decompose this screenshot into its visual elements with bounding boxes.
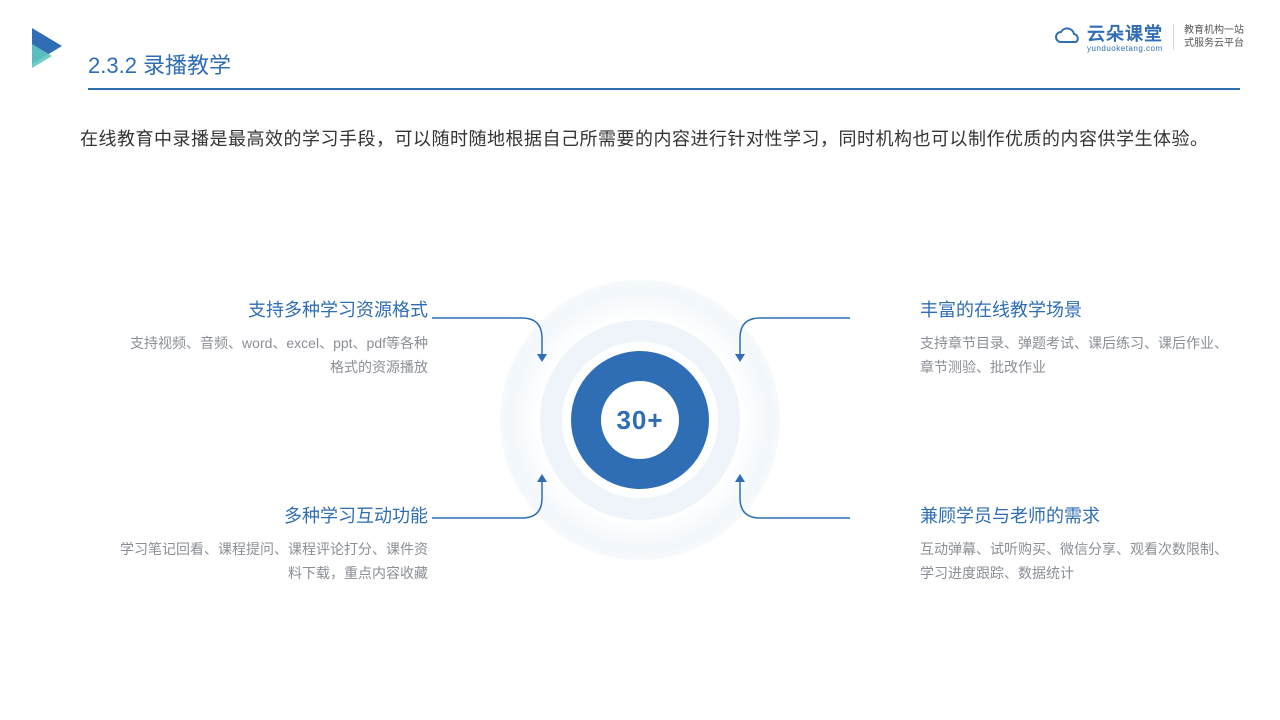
brand-tagline: 教育机构一站 式服务云平台: [1184, 24, 1244, 50]
feature-top-right: 丰富的在线教学场景 支持章节目录、弹题考试、课后练习、课后作业、章节测验、批改作…: [920, 296, 1230, 380]
heading-underline: [88, 88, 1240, 90]
feature-desc: 学习笔记回看、课程提问、课程评论打分、课件资料下载，重点内容收藏: [118, 538, 428, 586]
feature-desc: 支持章节目录、弹题考试、课后练习、课后作业、章节测验、批改作业: [920, 332, 1230, 380]
feature-bottom-left: 多种学习互动功能 学习笔记回看、课程提问、课程评论打分、课件资料下载，重点内容收…: [118, 502, 428, 586]
corner-logo: [32, 28, 66, 68]
center-ring: 30+: [500, 280, 780, 560]
feature-top-left: 支持多种学习资源格式 支持视频、音频、word、excel、ppt、pdf等各种…: [118, 296, 428, 380]
brand-name: 云朵课堂: [1087, 20, 1163, 46]
intro-paragraph: 在线教育中录播是最高效的学习手段，可以随时随地根据自己所需要的内容进行针对性学习…: [80, 122, 1224, 157]
feature-title: 多种学习互动功能: [118, 502, 428, 528]
ring-value: 30+: [616, 405, 663, 436]
brand-separator: [1173, 24, 1174, 50]
section-title: 录播教学: [143, 53, 231, 78]
feature-title: 丰富的在线教学场景: [920, 296, 1230, 322]
feature-title: 兼顾学员与老师的需求: [920, 502, 1230, 528]
feature-desc: 互动弹幕、试听购买、微信分享、观看次数限制、学习进度跟踪、数据统计: [920, 538, 1230, 586]
feature-title: 支持多种学习资源格式: [118, 296, 428, 322]
triangle-teal-icon: [32, 44, 52, 68]
section-heading: 2.3.2录播教学: [88, 48, 1240, 90]
cloud-icon: [1053, 27, 1081, 47]
feature-bottom-right: 兼顾学员与老师的需求 互动弹幕、试听购买、微信分享、观看次数限制、学习进度跟踪、…: [920, 502, 1230, 586]
section-number: 2.3.2: [88, 53, 137, 78]
feature-desc: 支持视频、音频、word、excel、ppt、pdf等各种格式的资源播放: [118, 332, 428, 380]
ring-core: 30+: [601, 381, 679, 459]
